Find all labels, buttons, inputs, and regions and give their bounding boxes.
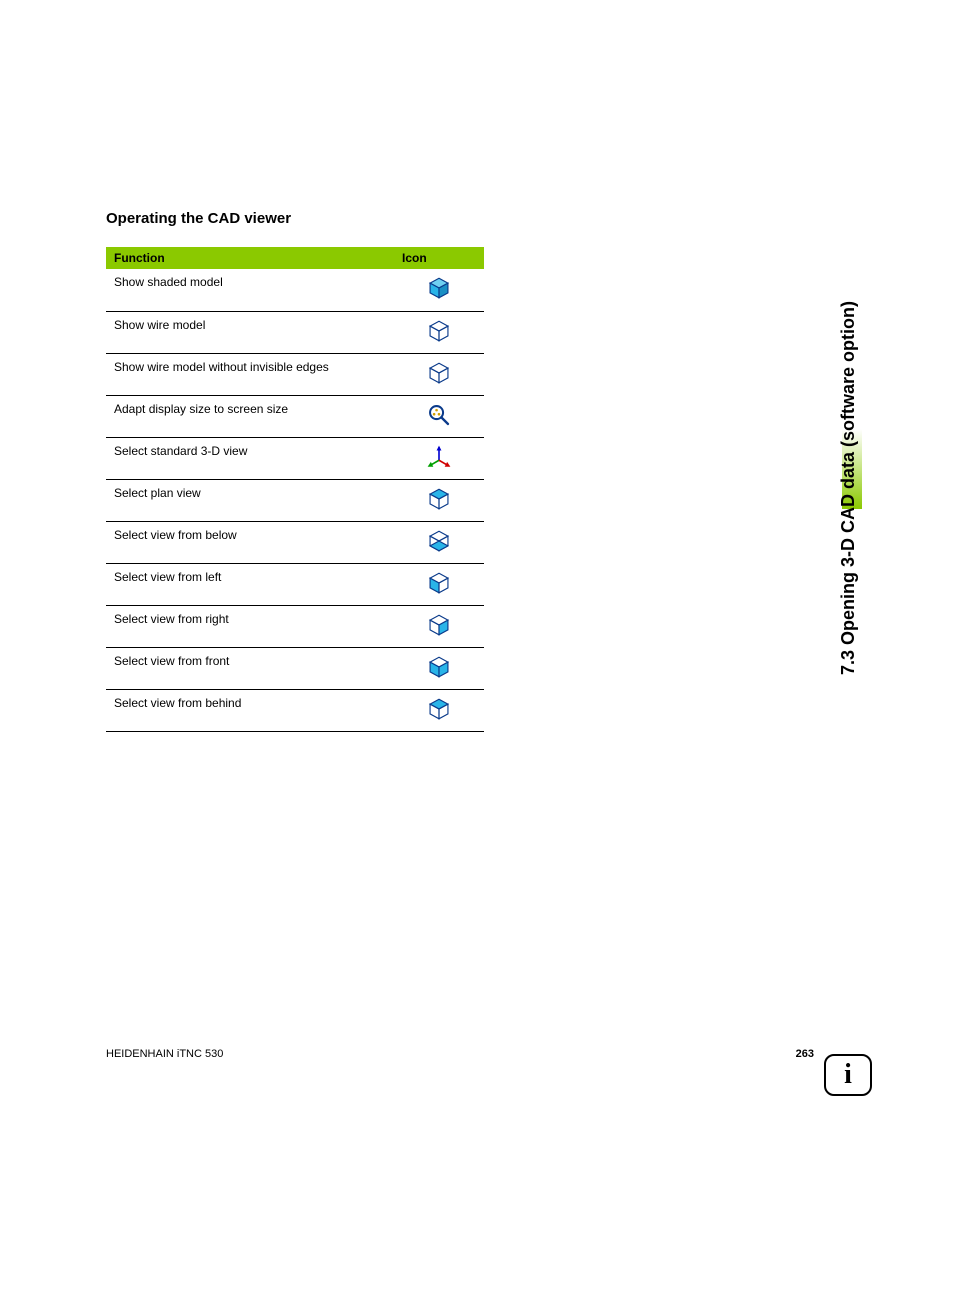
col-icon: Icon — [394, 247, 484, 269]
function-label: Select plan view — [106, 479, 394, 521]
cube-wire-front-icon — [394, 353, 484, 395]
col-function: Function — [106, 247, 394, 269]
function-label: Select view from front — [106, 647, 394, 689]
side-title-text: 7.3 Opening 3-D CAD data (software optio… — [838, 195, 866, 675]
side-section-title: 7.3 Opening 3-D CAD data (software optio… — [838, 195, 866, 675]
function-label: Select view from right — [106, 605, 394, 647]
table-row: Select view from right — [106, 605, 484, 647]
table-row: Select view from below — [106, 521, 484, 563]
cube-wire-icon — [394, 311, 484, 353]
function-label: Select standard 3-D view — [106, 437, 394, 479]
cube-top-icon — [394, 479, 484, 521]
function-label: Show shaded model — [106, 269, 394, 311]
table-row: Select standard 3-D view — [106, 437, 484, 479]
footer-page-number: 263 — [796, 1048, 814, 1060]
table-row: Select plan view — [106, 479, 484, 521]
magnify-fit-icon — [394, 395, 484, 437]
footer-product: HEIDENHAIN iTNC 530 — [106, 1048, 223, 1060]
table-row: Show wire model — [106, 311, 484, 353]
cube-bottom-icon — [394, 521, 484, 563]
function-label: Show wire model without invisible edges — [106, 353, 394, 395]
function-label: Select view from behind — [106, 689, 394, 731]
cube-left-icon — [394, 563, 484, 605]
table-row: Show shaded model — [106, 269, 484, 311]
cube-front-icon — [394, 647, 484, 689]
cube-shaded-icon — [394, 269, 484, 311]
table-row: Select view from left — [106, 563, 484, 605]
page-title: Operating the CAD viewer — [106, 210, 291, 227]
cube-back-icon — [394, 689, 484, 731]
info-icon: i — [824, 1054, 872, 1096]
function-label: Select view from below — [106, 521, 394, 563]
function-table: Function Icon Show shaded modelShow wire… — [106, 247, 484, 732]
table-row: Show wire model without invisible edges — [106, 353, 484, 395]
cube-right-icon — [394, 605, 484, 647]
function-label: Adapt display size to screen size — [106, 395, 394, 437]
table-row: Select view from front — [106, 647, 484, 689]
axes-3d-icon — [394, 437, 484, 479]
table-row: Adapt display size to screen size — [106, 395, 484, 437]
table-row: Select view from behind — [106, 689, 484, 731]
function-label: Select view from left — [106, 563, 394, 605]
function-label: Show wire model — [106, 311, 394, 353]
